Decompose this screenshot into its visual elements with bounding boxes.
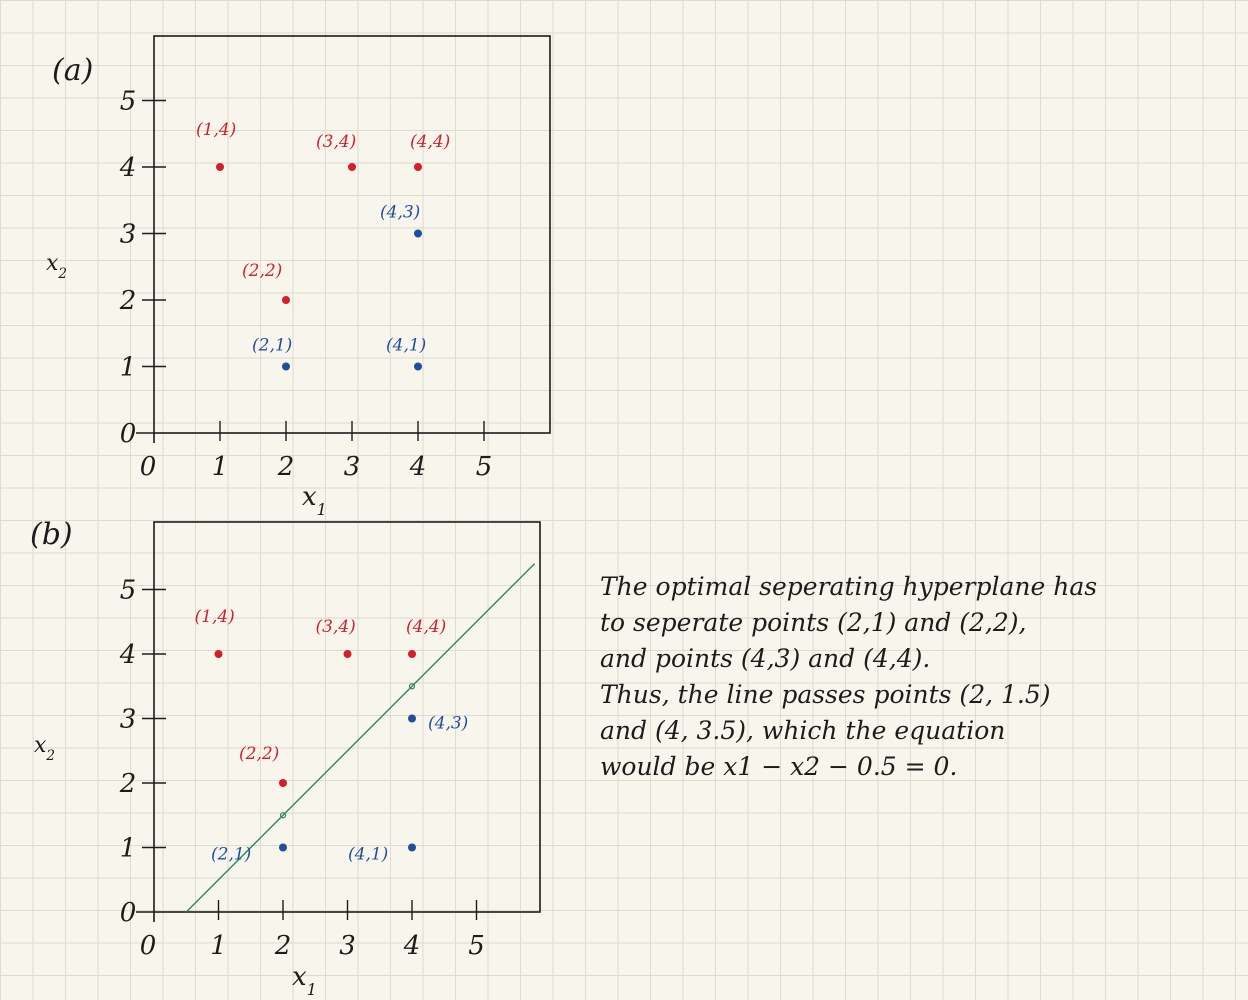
scatter-panel: (a) 0 1 2 3 4 5 0 1 2 3 4 5 x1 x2 (1,4) (3,4) (4,4) (2,2) (… — [46, 35, 551, 519]
data-point — [214, 650, 223, 658]
point-label: (4,1) — [386, 336, 426, 356]
point-label: (3,4) — [316, 617, 356, 637]
x-tick-label: 3 — [339, 931, 356, 961]
data-point — [216, 163, 224, 171]
x-tick-label: 4 — [403, 931, 421, 961]
panel-label: (b) — [30, 517, 73, 552]
point-label: (1,4) — [195, 607, 235, 627]
data-point — [348, 163, 356, 171]
point-label: (4,1) — [348, 845, 388, 865]
point-label: (4,3) — [380, 203, 420, 223]
y-tick-label: 3 — [120, 705, 137, 735]
y-tick-label: 5 — [120, 576, 137, 606]
y-tick-label: 4 — [119, 153, 137, 183]
data-point — [282, 362, 290, 371]
data-point — [408, 650, 416, 658]
note-line: The optimal seperating hyperplane has — [600, 572, 1098, 601]
data-point — [414, 362, 422, 371]
y-tick-label: 1 — [120, 353, 137, 383]
data-point — [414, 163, 422, 171]
note-line: to seperate points (2,1) and (2,2), — [600, 608, 1027, 637]
separating-hyperplane — [185, 563, 536, 913]
data-point — [343, 650, 352, 658]
point-label: (2,2) — [239, 744, 279, 764]
y-axis-label: x2 — [34, 733, 55, 764]
data-point — [282, 296, 290, 304]
hyperplane-point — [408, 683, 416, 690]
data-point — [408, 843, 416, 852]
y-tick-label: 2 — [119, 286, 137, 316]
x-tick-label: 5 — [468, 931, 485, 961]
note-line: and points (4,3) and (4,4). — [600, 644, 931, 673]
hyperplane-point — [279, 812, 287, 819]
x-axis-label: x1 — [292, 962, 317, 999]
point-label: (1,4) — [196, 120, 236, 140]
y-tick-label: 2 — [119, 769, 137, 799]
panel-label: (a) — [52, 53, 93, 88]
y-tick-label: 4 — [119, 640, 137, 670]
x-tick-label: 2 — [274, 931, 292, 961]
data-point — [408, 714, 416, 723]
scatter-panel: (b) 0 1 2 3 4 5 0 1 2 3 4 5 x1 x2 (1,4) (3,4) (4,4) (2,2) (… — [30, 517, 541, 999]
point-label: (4,4) — [406, 617, 446, 637]
point-label: (4,4) — [410, 132, 450, 152]
y-tick-label: 1 — [120, 834, 137, 864]
data-point — [279, 843, 287, 852]
x-tick-label: 1 — [210, 931, 227, 961]
point-label: (2,1) — [211, 845, 251, 865]
x-tick-label: 4 — [409, 452, 427, 482]
y-tick-label: 0 — [120, 419, 137, 449]
x-tick-label: 2 — [277, 452, 295, 482]
y-tick-label: 5 — [120, 87, 137, 117]
data-point — [414, 229, 422, 238]
x-tick-label: 0 — [140, 452, 157, 482]
x-tick-label: 3 — [344, 452, 361, 482]
y-tick-label: 0 — [120, 898, 137, 928]
y-axis-label: x2 — [46, 251, 67, 282]
point-label: (4,3) — [428, 714, 468, 734]
y-tick-label: 3 — [120, 220, 137, 250]
note-line: Thus, the line passes points (2, 1.5) — [600, 680, 1051, 709]
point-label: (3,4) — [316, 132, 356, 152]
x-tick-label: 1 — [212, 452, 229, 482]
note-line: would be x1 − x2 − 0.5 = 0. — [600, 752, 958, 781]
x-tick-label: 0 — [140, 931, 157, 961]
x-axis-label: x1 — [302, 482, 327, 519]
point-label: (2,2) — [242, 261, 282, 281]
data-point — [279, 779, 287, 787]
note-line: and (4, 3.5), which the equation — [600, 716, 1006, 745]
plot-frame — [153, 35, 551, 434]
x-tick-label: 5 — [476, 452, 493, 482]
point-label: (2,1) — [252, 336, 292, 356]
